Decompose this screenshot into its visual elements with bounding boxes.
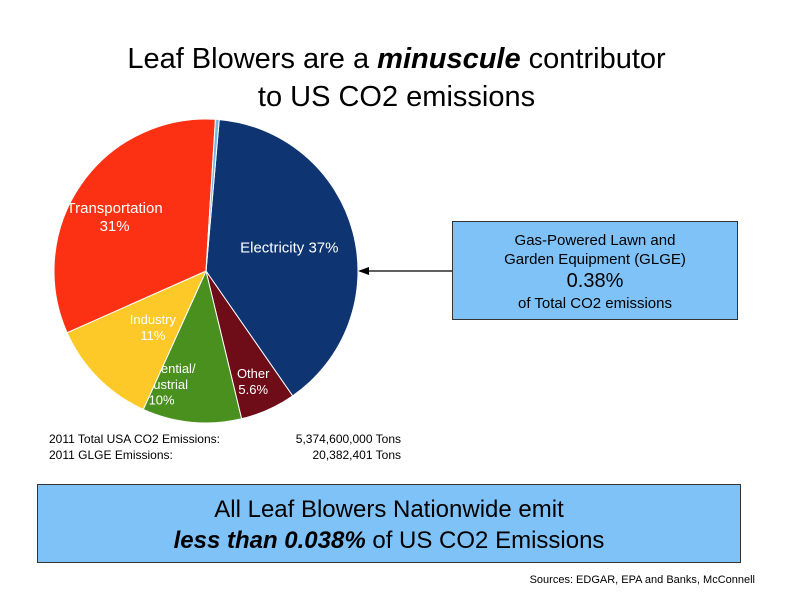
title-prefix: Leaf Blowers are a xyxy=(127,43,378,75)
title-line-1: Leaf Blowers are a minuscule contributor xyxy=(0,40,793,78)
stats-row-glge: 2011 GLGE Emissions: 20,382,401 Tons xyxy=(49,447,401,463)
glge-callout-box: Gas-Powered Lawn and Garden Equipment (G… xyxy=(452,221,738,320)
callout-percentage: 0.38% xyxy=(566,270,624,292)
summary-banner: All Leaf Blowers Nationwide emit less th… xyxy=(37,484,741,563)
stats-label-glge: 2011 GLGE Emissions: xyxy=(49,448,173,462)
title-suffix: contributor xyxy=(520,43,666,75)
pie-slice-industry xyxy=(66,270,207,411)
title-line-2: to US CO2 emissions xyxy=(257,81,536,113)
callout-line-2: Garden Equipment (GLGE) xyxy=(504,251,686,268)
pie-label-transportation: Transportation 31% xyxy=(67,200,163,235)
banner-line-1: All Leaf Blowers Nationwide emit xyxy=(214,496,564,523)
pie-slice-glge xyxy=(205,118,220,272)
stats-value-glge: 20,382,401 Tons xyxy=(312,448,401,462)
pie-slice-residential-industrial xyxy=(142,269,243,424)
callout-line-4: of Total CO2 emissions xyxy=(518,295,672,312)
callout-line-1: Gas-Powered Lawn and xyxy=(514,232,676,249)
pie-label-electricity: Electricity 37% xyxy=(240,240,338,257)
stats-value-total: 5,374,600,000 Tons xyxy=(295,432,401,446)
banner-line-2: less than 0.038% of US CO2 Emissions xyxy=(38,525,740,556)
slide-title: Leaf Blowers are a minuscule contributor… xyxy=(0,40,793,116)
emissions-stats: 2011 Total USA CO2 Emissions: 5,374,600,… xyxy=(49,431,401,463)
stats-row-total: 2011 Total USA CO2 Emissions: 5,374,600,… xyxy=(49,431,401,447)
pie-slice-electricity xyxy=(205,119,359,397)
banner-suffix: of US CO2 Emissions xyxy=(365,527,605,554)
pie-slice-transportation xyxy=(53,118,216,334)
stats-label-total: 2011 Total USA CO2 Emissions: xyxy=(49,432,220,446)
sources-note: Sources: EDGAR, EPA and Banks, McConnell xyxy=(529,574,755,586)
pie-label-industry: Industry 11% xyxy=(130,312,177,343)
pie-label-other: Other 5.6% xyxy=(237,366,270,397)
title-emphasis: minuscule xyxy=(377,43,521,75)
banner-emphasis: less than 0.038% xyxy=(173,527,366,554)
